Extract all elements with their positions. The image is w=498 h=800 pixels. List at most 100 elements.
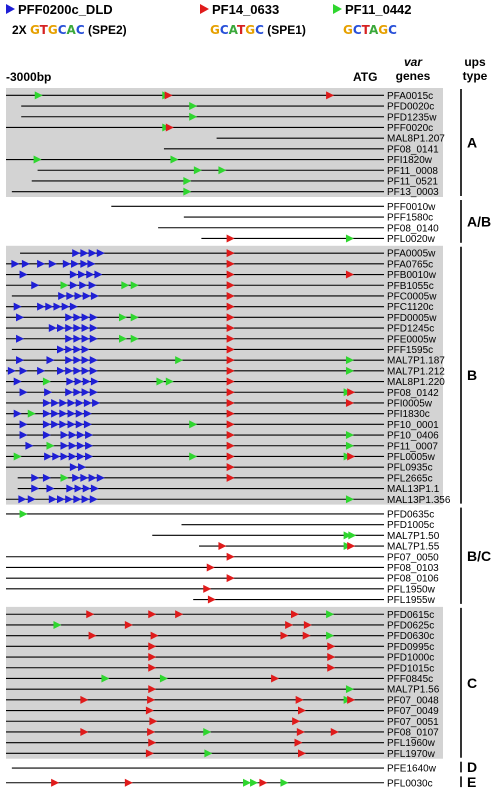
spe2-site-marker [89,388,98,397]
gene-row: PFF1595c [11,345,433,356]
spe2-site-marker [78,463,87,472]
spe1-site-marker [226,291,235,300]
motif-letter: T [362,23,371,37]
gene-row: PF07_0050 [6,552,439,563]
spe2-site-marker [31,281,40,290]
motif-letter: T [237,23,246,37]
gene-row: PFB0010w [6,270,437,281]
spe2-site-marker [81,356,90,365]
gene-name: PF07_0051 [387,717,439,728]
spe2-site-marker [81,388,90,397]
pf11-site-marker [345,441,354,450]
spe2-site-marker [69,463,78,472]
spe2-site-marker [13,377,22,386]
spe2-site-marker [69,302,78,311]
gene-row: MAL7P1.50 [152,531,440,542]
gene-name: PF07_0049 [387,706,439,717]
spe1-site-marker [80,727,89,736]
gene-row: PFL1960w [6,738,436,749]
spe2-site-marker [74,484,83,493]
spe2-site-marker [58,291,67,300]
spe1-site-marker [226,366,235,375]
spe1-site-marker [226,473,235,482]
gene-name: PFD1000c [387,653,434,664]
ups-group: E PFL0030c [6,774,476,790]
spe2-site-marker [67,409,76,418]
motif-letter: G [343,23,353,37]
legend-item-motif: GCTAGC [343,23,397,37]
spe2-site-marker [88,473,97,482]
spe2-site-marker [44,388,53,397]
spe2-site-marker [60,452,69,461]
spe1-site-marker [259,778,268,787]
gene-row: PF07_0048 [6,695,439,706]
gene-row: PFL0935c [6,463,433,474]
spe2-site-marker [19,431,28,440]
spe2-site-marker [81,495,90,504]
motif-letter: G [245,23,255,37]
gene-row: PFL2665c [17,473,433,484]
pf11-site-marker [345,431,354,440]
spe2-site-marker [51,409,60,418]
pf11-site-marker [42,377,51,386]
motif-suffix: (SPE1) [264,23,306,37]
spe2-site-marker [67,420,76,429]
spe2-site-marker [68,441,77,450]
pf11-site-marker [119,313,127,322]
pf11-site-marker [280,778,289,787]
gene-name: PFL0005w [387,452,436,463]
gene-row: PFB1055c [6,281,434,292]
group-label: C [467,675,477,691]
spe1-site-marker [226,388,235,397]
spe1-site-marker [327,653,336,662]
gene-name: PFF0020c [387,123,433,134]
spe2-site-marker [83,409,92,418]
spe2-site-marker [78,270,87,279]
spe2-site-marker [65,388,74,397]
gene-row: PFA0765c [6,259,433,270]
group-label: D [467,759,477,775]
gene-row: PFD0615c [6,610,434,621]
spe2-site-marker [27,495,36,504]
gene-row: MAL7P1.55 [199,542,440,553]
gene-name: PF08_0103 [387,563,439,574]
spe2-site-marker [48,495,57,504]
pf11-site-marker [203,727,212,736]
spe2-site-marker [37,259,46,268]
spe2-site-marker [19,366,28,375]
pf11-site-marker [33,155,42,164]
spe2-site-marker [42,398,51,407]
spe2-site-marker [45,302,54,311]
spe2-site-marker [7,366,16,375]
spe2-site-marker [16,356,25,365]
gene-row: PFF0845c [6,674,433,685]
pf11-site-marker [165,377,174,386]
pf11-site-marker [326,610,335,619]
spe1-site-marker [148,685,157,694]
pf11-site-marker [156,377,165,386]
spe2-site-marker [96,473,105,482]
pf11-site-marker [189,420,198,429]
pf11-site-marker [19,509,28,518]
gene-name: PFD1005c [387,520,434,531]
spe1-site-marker [226,259,235,268]
spe2-site-marker [92,398,101,407]
spe2-site-marker [90,377,99,386]
gene-row: PF08_0142 [6,388,439,399]
spe2-site-marker [81,334,90,343]
gene-row: PF13_0003 [11,187,439,198]
gene-name: PF13_0003 [387,187,439,198]
gene-row: PF08_0140 [158,223,439,234]
gene-name: PFD0020c [387,102,434,113]
spe2-site-marker [46,356,55,365]
spe2-site-marker [89,334,98,343]
gene-name: PFE1640w [387,764,437,775]
gene-row: MAL8P1.207 [216,134,445,145]
spe2-site-marker [59,420,68,429]
spe2-site-marker [18,495,27,504]
motif-letter: G [210,23,220,37]
spe1-site-marker [226,452,235,461]
spe2-site-marker [48,259,57,268]
